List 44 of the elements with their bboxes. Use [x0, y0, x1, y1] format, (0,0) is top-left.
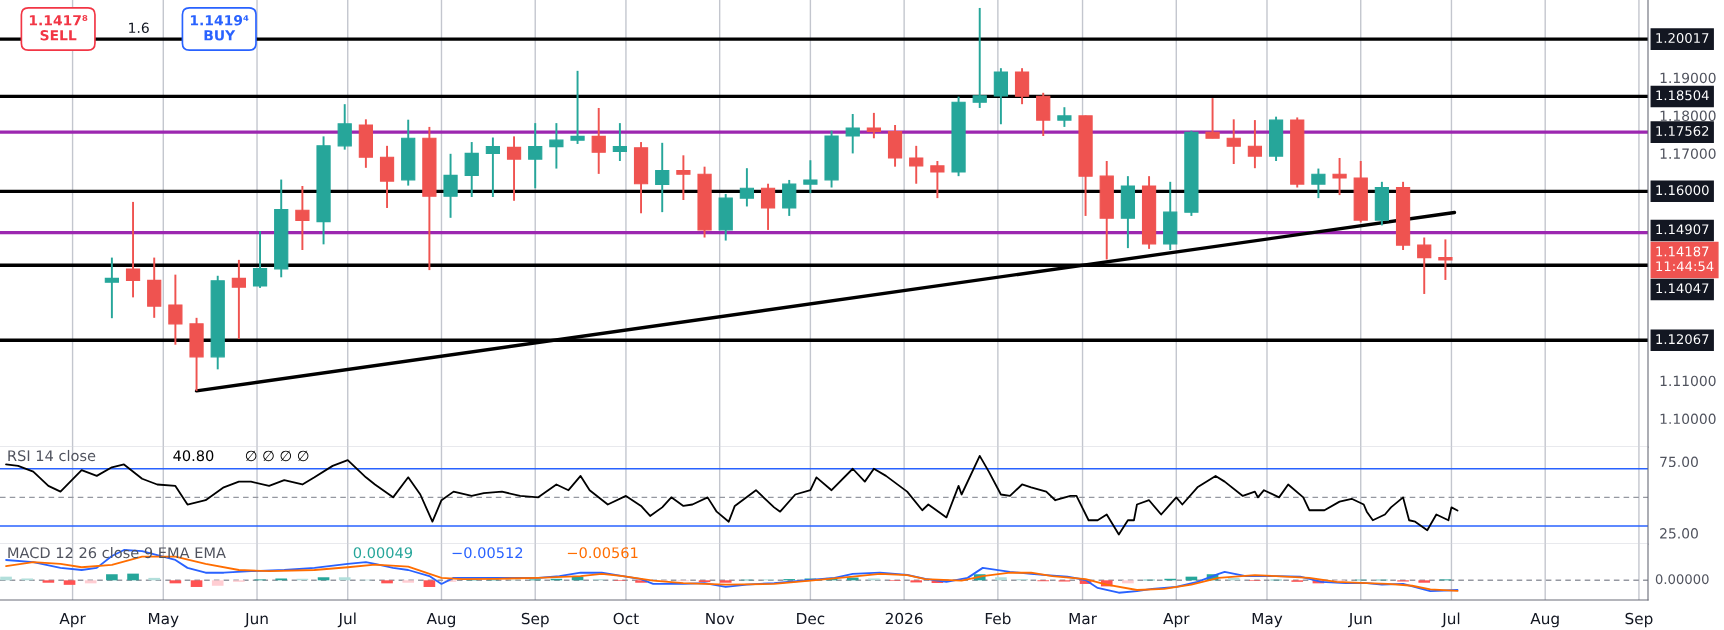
x-tick-label: 2026 [885, 612, 923, 625]
y-tick-label: 25.00 [1660, 528, 1698, 539]
ref-line-label: 1.18504 [1656, 90, 1709, 101]
x-tick-label: Sep [1625, 612, 1653, 628]
annotation: −0.00561 [567, 547, 638, 559]
x-tick-label: May [148, 612, 179, 628]
x-tick-label: Aug [426, 612, 456, 628]
y-tick-label: 1.10000 [1660, 413, 1716, 425]
ref-line-label: 1.14907 [1656, 224, 1709, 235]
ref-line-label: 1.17562 [1656, 125, 1709, 136]
annotation: 40.80 [173, 450, 214, 462]
ref-line-label: 1.16000 [1656, 185, 1709, 196]
y-tick-label: 1.17000 [1660, 148, 1716, 159]
x-tick-label: Apr [1163, 612, 1190, 628]
annotation: −0.00512 [452, 547, 523, 559]
ref-line-label: 1.20017 [1656, 32, 1709, 43]
x-tick-label: Sep [521, 612, 549, 628]
ref-line-label: 0.00000 [1655, 574, 1709, 585]
ref-line-label: 1.14047 [1656, 283, 1709, 294]
x-tick-label: Apr [59, 612, 86, 628]
x-tick-label: Feb [985, 612, 1011, 625]
y-tick-label: 1.18000 [1660, 110, 1716, 122]
ref-line-label: 1.12067 [1656, 334, 1709, 345]
x-tick-label: Jun [244, 612, 268, 628]
x-tick-label: Nov [706, 612, 735, 625]
x-tick-label: Jul [337, 612, 356, 628]
annotation: 0.00049 [353, 547, 413, 559]
x-tick-label: Aug [1530, 612, 1559, 628]
x-tick-label: Mar [1069, 612, 1097, 625]
y-tick-label: 1.19000 [1660, 72, 1716, 84]
x-tick-label: Oct [613, 612, 639, 625]
annotation: ∅ ∅ ∅ ∅ [245, 450, 309, 462]
y-tick-label: 75.00 [1660, 456, 1698, 468]
y-tick-label: 1.11000 [1660, 375, 1716, 387]
annotation: 1.6 [129, 22, 149, 34]
x-tick-label: May [1252, 612, 1283, 628]
text: 1.14187 [1656, 246, 1709, 257]
annotation: 1.1417⁸ SELL [29, 15, 88, 41]
x-tick-label: Dec [797, 612, 825, 625]
x-tick-label: Jun [1348, 612, 1372, 628]
text: 11:44:54 [1656, 261, 1714, 272]
annotation: 1.1419⁴ BUY [190, 15, 249, 41]
annotation: RSI 14 close [8, 449, 96, 462]
x-tick-label: Jul [1441, 612, 1460, 628]
